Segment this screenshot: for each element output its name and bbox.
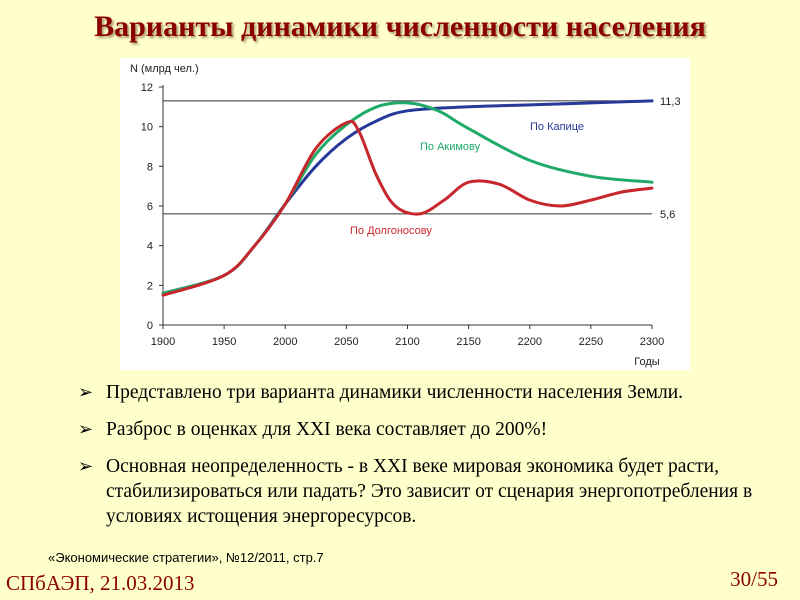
- x-axis-label: Годы: [634, 356, 660, 368]
- series-line-dolgonosov: [161, 119, 654, 297]
- bullet-text: Основная неопределенность - в XXI веке м…: [106, 456, 753, 527]
- x-tick-label: 2100: [395, 336, 419, 348]
- source-citation: «Экономические стратегии», №12/2011, стр…: [48, 550, 324, 565]
- bullet-text: Представлено три варианта динамики числе…: [106, 382, 684, 403]
- reference-line-label: 11,3: [660, 96, 681, 108]
- y-tick-label: 8: [147, 161, 153, 173]
- y-tick-label: 12: [141, 82, 153, 94]
- bullet-arrow-icon: ➢: [78, 456, 94, 477]
- page-number: 30/55: [730, 567, 778, 591]
- x-tick-label: 2200: [518, 336, 542, 348]
- reference-line-label: 5,6: [660, 209, 675, 221]
- annotation-kapitsa: По Капице: [530, 121, 584, 133]
- bullet-arrow-icon: ➢: [78, 382, 94, 403]
- y-tick-label: 4: [147, 241, 153, 253]
- y-tick-label: 0: [147, 320, 153, 332]
- x-tick-label: 2300: [640, 336, 664, 348]
- y-tick-label: 10: [141, 122, 153, 134]
- population-chart: N (млрд чел.) 0 2 4 6 8 10 12 1900 1950 2000 2050 21…: [120, 58, 690, 370]
- y-tick-label: 2: [147, 280, 153, 292]
- annotation-akimov: По Акимову: [420, 141, 481, 153]
- bullet-item: ➢ Основная неопределенность - в XXI веке…: [78, 454, 778, 529]
- bullet-item: ➢ Представлено три варианта динамики чис…: [78, 380, 778, 405]
- footer-organization-date: СПбАЭП, 21.03.2013: [6, 571, 195, 595]
- bullet-arrow-icon: ➢: [78, 419, 94, 440]
- x-tick-label: 1950: [212, 336, 236, 348]
- x-tick-label: 1900: [151, 336, 175, 348]
- bullet-item: ➢ Разброс в оценках для XXI века составл…: [78, 417, 778, 442]
- x-tick-label: 2250: [579, 336, 603, 348]
- bullet-list: ➢ Представлено три варианта динамики чис…: [78, 380, 778, 541]
- slide-title: Варианты динамики численности населения: [94, 10, 706, 43]
- y-tick-label: 6: [147, 201, 153, 213]
- y-axis-label: N (млрд чел.): [130, 63, 199, 75]
- x-tick-label: 2150: [456, 336, 480, 348]
- chart-svg: N (млрд чел.) 0 2 4 6 8 10 12 1900 1950 2000 2050 21…: [130, 63, 681, 368]
- bullet-text: Разброс в оценках для XXI века составляе…: [106, 419, 548, 440]
- x-tick-label: 2000: [273, 336, 297, 348]
- annotation-dolgonosov: По Долгоносову: [350, 225, 432, 237]
- x-tick-label: 2050: [334, 336, 358, 348]
